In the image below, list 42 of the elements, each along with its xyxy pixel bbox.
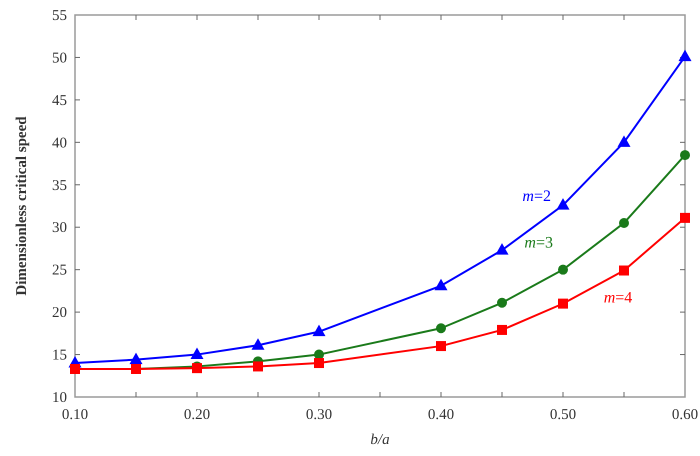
point	[130, 352, 142, 364]
point	[558, 264, 568, 275]
point	[556, 198, 570, 210]
y-tick-label: 35	[52, 178, 67, 194]
y-tick-label: 30	[52, 220, 67, 236]
x-tick-label: 0.20	[184, 407, 210, 423]
x-tick-label: 0.60	[672, 407, 698, 423]
y-tick-label: 40	[52, 135, 67, 152]
y-tick-label: 20	[52, 305, 67, 322]
point	[618, 135, 630, 147]
point	[680, 212, 690, 223]
y-axis-title: Dimensionless critical speed	[14, 116, 30, 296]
series-label: m=2	[522, 188, 551, 206]
point	[190, 348, 204, 360]
point	[496, 243, 508, 255]
y-tick-label: 55	[52, 8, 67, 24]
point	[497, 324, 507, 335]
series-label: m=4	[604, 290, 632, 307]
point	[312, 324, 326, 336]
point	[558, 298, 568, 309]
y-tick-label: 15	[52, 348, 67, 364]
point	[619, 218, 629, 228]
x-axis-title: b/a	[370, 432, 390, 448]
point	[434, 278, 448, 290]
y-tick-label: 10	[52, 390, 67, 406]
x-tick-label: 0.50	[550, 407, 576, 423]
y-tick-label: 45	[52, 92, 67, 109]
y-tick-label: 50	[52, 50, 67, 66]
x-tick-label: 0.40	[428, 407, 454, 423]
point	[436, 341, 446, 352]
point	[678, 50, 692, 62]
point	[619, 266, 629, 276]
series-label: m=3	[524, 234, 553, 252]
point	[680, 150, 690, 160]
point	[497, 298, 507, 308]
point	[253, 361, 263, 372]
x-tick-label: 0.10	[62, 407, 88, 423]
point	[436, 323, 446, 334]
x-tick-label: 0.30	[306, 407, 332, 423]
point	[314, 358, 324, 368]
y-tick-label: 25	[52, 262, 67, 279]
point	[252, 338, 264, 350]
